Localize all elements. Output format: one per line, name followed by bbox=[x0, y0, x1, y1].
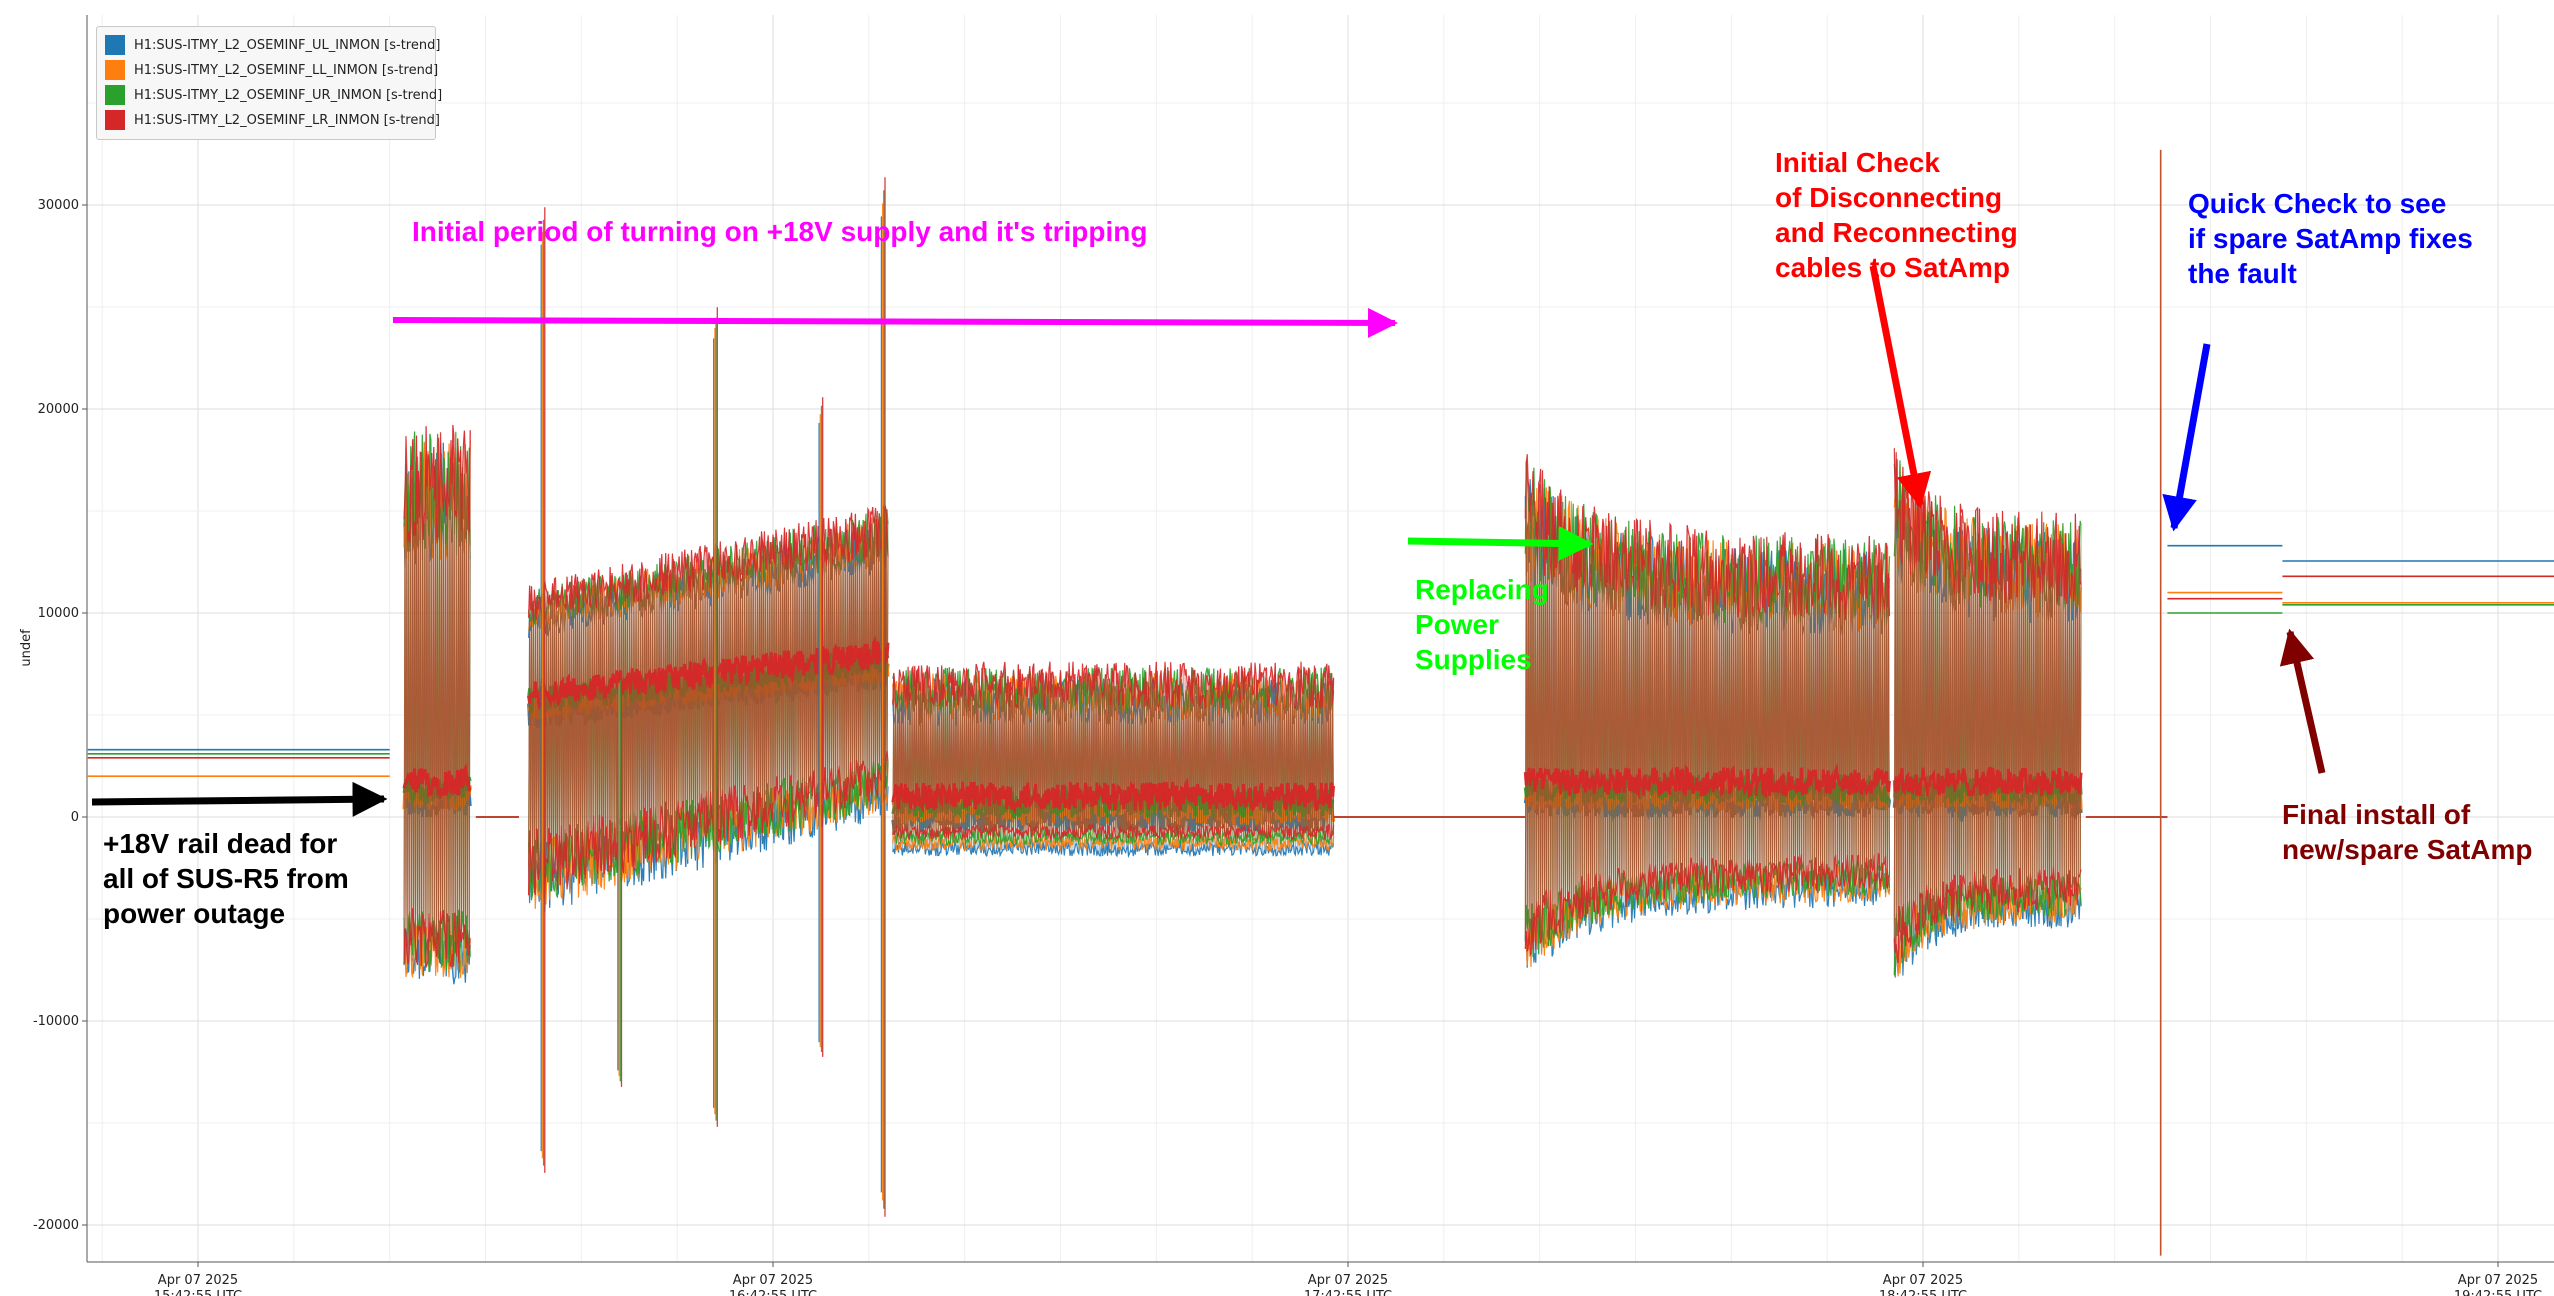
legend-label: H1:SUS-ITMY_L2_OSEMINF_LL_INMON [s-trend… bbox=[134, 62, 439, 78]
y-tick-label: 0 bbox=[71, 810, 79, 825]
y-tick-label: -20000 bbox=[33, 1218, 79, 1233]
legend-item[interactable]: H1:SUS-ITMY_L2_OSEMINF_LL_INMON [s-trend… bbox=[105, 59, 438, 81]
legend-label: H1:SUS-ITMY_L2_OSEMINF_LR_INMON [s-trend… bbox=[134, 112, 440, 128]
series-upper-3 bbox=[1524, 454, 1891, 621]
annotation-quick-check: Quick Check to see if spare SatAmp fixes… bbox=[2188, 188, 2473, 289]
y-tick-label: 20000 bbox=[38, 402, 79, 417]
series-upper-3 bbox=[1893, 448, 2082, 605]
arrow-green bbox=[1407, 525, 1594, 561]
annotation-replacing-supplies: Replacing Power Supplies bbox=[1415, 574, 1549, 675]
y-tick-label: 30000 bbox=[38, 198, 79, 213]
legend-item[interactable]: H1:SUS-ITMY_L2_OSEMINF_LR_INMON [s-trend… bbox=[105, 109, 440, 131]
x-tick-label: Apr 07 2025 bbox=[1883, 1273, 1963, 1288]
arrow-red bbox=[1869, 265, 1932, 509]
series-lower-3 bbox=[528, 750, 889, 896]
arrow-magenta bbox=[392, 307, 1398, 338]
series-oscillation-3 bbox=[1893, 466, 2082, 964]
legend-label: H1:SUS-ITMY_L2_OSEMINF_UL_INMON [s-trend… bbox=[134, 37, 441, 53]
series-mean-3 bbox=[1523, 763, 1891, 800]
x-tick-label: Apr 07 2025 bbox=[2458, 1273, 2538, 1288]
x-tick-label: 18:42:55 UTC bbox=[1879, 1289, 1967, 1296]
x-tick-label: 19:42:55 UTC bbox=[2454, 1289, 2542, 1296]
series-lower-3 bbox=[892, 822, 1335, 842]
x-tick-label: Apr 07 2025 bbox=[1308, 1273, 1388, 1288]
series-upper-3 bbox=[528, 505, 889, 622]
legend-swatch bbox=[105, 60, 125, 80]
series-lower-3 bbox=[1524, 851, 1890, 958]
y-tick-label: -10000 bbox=[33, 1014, 79, 1029]
series-upper-3 bbox=[892, 661, 1335, 711]
arrow-maroon bbox=[2279, 628, 2326, 774]
annotation-rail-dead: +18V rail dead for all of SUS-R5 from po… bbox=[103, 828, 349, 929]
series-lower-2 bbox=[892, 828, 1335, 847]
legend-item[interactable]: H1:SUS-ITMY_L2_OSEMINF_UL_INMON [s-trend… bbox=[105, 34, 440, 56]
x-tick-label: Apr 07 2025 bbox=[158, 1273, 238, 1288]
y-tick-label: 10000 bbox=[38, 606, 79, 621]
legend-swatch bbox=[105, 35, 125, 55]
series-lower-0 bbox=[892, 839, 1335, 859]
y-axis-label: undef bbox=[19, 629, 34, 667]
x-tick-label: 16:42:55 UTC bbox=[729, 1289, 817, 1296]
legend-label: H1:SUS-ITMY_L2_OSEMINF_UR_INMON [s-trend… bbox=[134, 87, 443, 103]
legend-item[interactable]: H1:SUS-ITMY_L2_OSEMINF_UR_INMON [s-trend… bbox=[105, 84, 442, 106]
series-mean-3 bbox=[891, 777, 1336, 815]
series-mean-3 bbox=[527, 635, 890, 712]
x-tick-label: Apr 07 2025 bbox=[733, 1273, 813, 1288]
arrow-black bbox=[91, 781, 388, 817]
annotation-initial-period: Initial period of turning on +18V supply… bbox=[412, 216, 1148, 247]
series-mean-3 bbox=[1893, 766, 2083, 797]
annotation-arrows bbox=[91, 265, 2326, 817]
annotation-initial-check: Initial Check of Disconnecting and Recon… bbox=[1775, 147, 2018, 283]
series-lower-3 bbox=[403, 908, 471, 969]
annotation-final-install: Final install of new/spare SatAmp bbox=[2282, 799, 2533, 865]
legend: H1:SUS-ITMY_L2_OSEMINF_UL_INMON [s-trend… bbox=[96, 26, 442, 140]
series-lower-3 bbox=[1893, 866, 2082, 964]
legend-swatch bbox=[105, 85, 125, 105]
legend-swatch bbox=[105, 110, 125, 130]
series-oscillation-3 bbox=[403, 424, 471, 966]
series-upper-3 bbox=[403, 424, 471, 543]
axes: undef bbox=[19, 15, 2554, 1263]
arrow-blue bbox=[2162, 343, 2211, 532]
series-mean-3 bbox=[402, 762, 472, 800]
x-tick-label: 17:42:55 UTC bbox=[1304, 1289, 1392, 1296]
x-tick-label: 15:42:55 UTC bbox=[154, 1289, 242, 1296]
